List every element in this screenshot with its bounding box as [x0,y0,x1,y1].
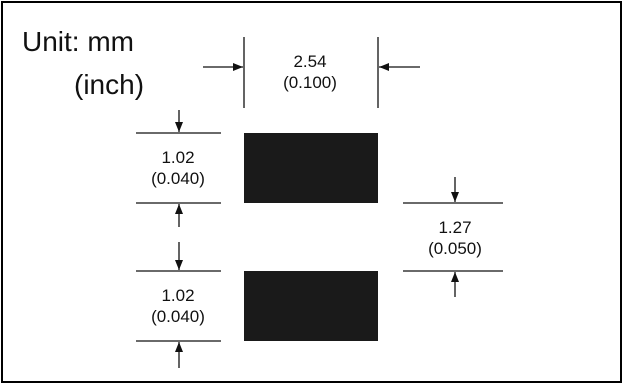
pad-bottom [244,271,378,341]
pad-width-mm: 2.54 [293,52,326,71]
dimension-pad-gap [403,177,503,297]
pad-height-bottom-mm: 1.02 [161,286,194,305]
pad-top [244,133,378,203]
unit-label-mm: Unit: mm [22,26,134,57]
pad-height-top-inch: (0.040) [151,169,205,188]
unit-label-inch: (inch) [74,69,144,100]
pad-height-top-mm: 1.02 [161,148,194,167]
dimension-pad-height-bottom [136,242,221,368]
pad-height-bottom-inch: (0.040) [151,307,205,326]
dimension-pad-width [203,37,420,108]
pad-width-inch: (0.100) [283,73,337,92]
pad-gap-inch: (0.050) [428,239,482,258]
pad-gap-mm: 1.27 [438,218,471,237]
dimension-pad-height-top [136,110,221,227]
